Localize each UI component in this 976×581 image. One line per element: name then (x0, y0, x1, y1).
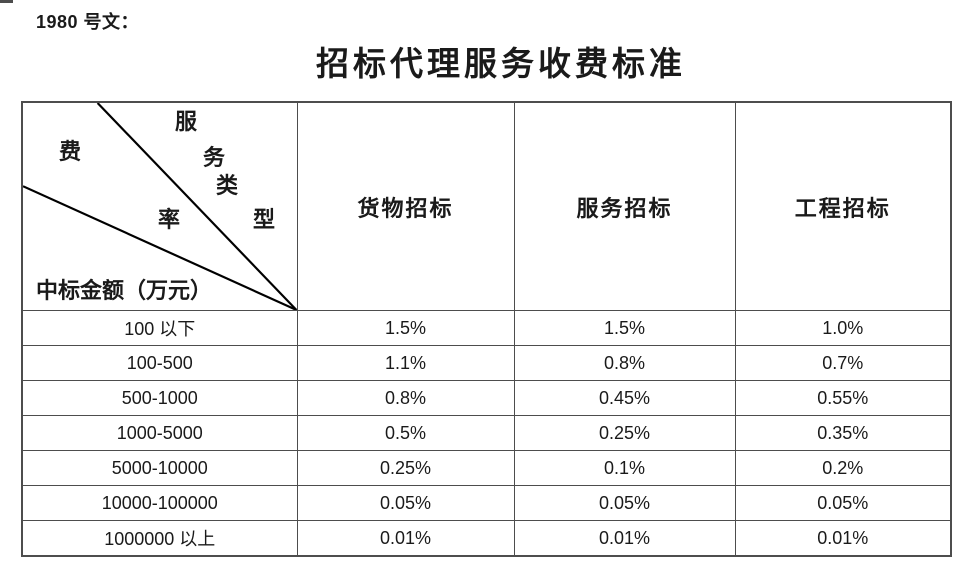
corner-service-type-char: 务 (203, 145, 226, 170)
fee-value: 0.01% (296, 520, 515, 557)
table-row: 1000000 以上 0.01% 0.01% 0.01% (21, 520, 952, 557)
corner-amount-label: 中标金额（万元） (36, 278, 213, 303)
page-edge-artifact (0, 0, 13, 3)
column-header-engineering-bidding: 工程招标 (734, 101, 952, 311)
fee-value: 1.5% (296, 310, 515, 346)
row-label: 100 以下 (21, 310, 298, 346)
corner-fee-rate-char: 费 (59, 139, 82, 164)
diagonal-divider-lines (23, 103, 297, 310)
corner-fee-rate-char: 率 (158, 207, 181, 232)
fee-table: 服 务 类 型 费 率 中标金额（万元） 货物招标 服务招标 工程招标 100 … (21, 101, 952, 557)
fee-value: 0.7% (734, 345, 952, 381)
fee-value: 0.2% (734, 450, 952, 486)
table-header-row: 服 务 类 型 费 率 中标金额（万元） 货物招标 服务招标 工程招标 (21, 101, 952, 311)
fee-value: 0.25% (513, 415, 736, 451)
corner-service-type-char: 类 (216, 173, 239, 198)
table-row: 5000-10000 0.25% 0.1% 0.2% (21, 450, 952, 486)
row-label: 5000-10000 (21, 450, 298, 486)
column-header-services-bidding: 服务招标 (513, 101, 736, 311)
table-row: 100-500 1.1% 0.8% 0.7% (21, 345, 952, 381)
fee-value: 1.5% (513, 310, 736, 346)
fee-value: 0.05% (734, 485, 952, 521)
fee-value: 0.05% (513, 485, 736, 521)
fee-value: 0.5% (296, 415, 515, 451)
fee-value: 0.05% (296, 485, 515, 521)
row-label: 1000-5000 (21, 415, 298, 451)
fee-value: 0.25% (296, 450, 515, 486)
fee-value: 0.35% (734, 415, 952, 451)
fee-value: 0.45% (513, 380, 736, 416)
fee-value: 0.8% (296, 380, 515, 416)
table-row: 10000-100000 0.05% 0.05% 0.05% (21, 485, 952, 521)
row-label: 1000000 以上 (21, 520, 298, 557)
row-label: 10000-100000 (21, 485, 298, 521)
corner-service-type-char: 型 (253, 207, 276, 232)
table-row: 100 以下 1.5% 1.5% 1.0% (21, 310, 952, 346)
table-corner-cell: 服 务 类 型 费 率 中标金额（万元） (21, 101, 298, 311)
row-label: 500-1000 (21, 380, 298, 416)
column-header-goods-bidding: 货物招标 (296, 101, 515, 311)
fee-value: 1.0% (734, 310, 952, 346)
table-row: 1000-5000 0.5% 0.25% 0.35% (21, 415, 952, 451)
fee-value: 1.1% (296, 345, 515, 381)
row-label: 100-500 (21, 345, 298, 381)
page-title: 招标代理服务收费标准 (316, 47, 686, 83)
fee-value: 0.55% (734, 380, 952, 416)
table-row: 500-1000 0.8% 0.45% 0.55% (21, 380, 952, 416)
fee-value: 0.1% (513, 450, 736, 486)
fee-value: 0.8% (513, 345, 736, 381)
doc-number-label: 1980 号文： (36, 12, 140, 32)
fee-value: 0.01% (734, 520, 952, 557)
fee-value: 0.01% (513, 520, 736, 557)
corner-service-type-char: 服 (175, 109, 198, 134)
